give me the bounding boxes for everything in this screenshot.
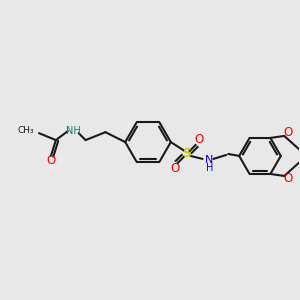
Text: H: H bbox=[206, 163, 213, 173]
Text: O: O bbox=[170, 162, 179, 175]
Text: O: O bbox=[284, 127, 293, 140]
Text: O: O bbox=[194, 133, 203, 146]
Text: S: S bbox=[182, 148, 191, 160]
Text: N: N bbox=[205, 155, 214, 165]
Text: O: O bbox=[284, 172, 293, 185]
Text: NH: NH bbox=[66, 126, 81, 136]
Text: O: O bbox=[46, 154, 56, 167]
Text: CH₃: CH₃ bbox=[17, 126, 34, 135]
